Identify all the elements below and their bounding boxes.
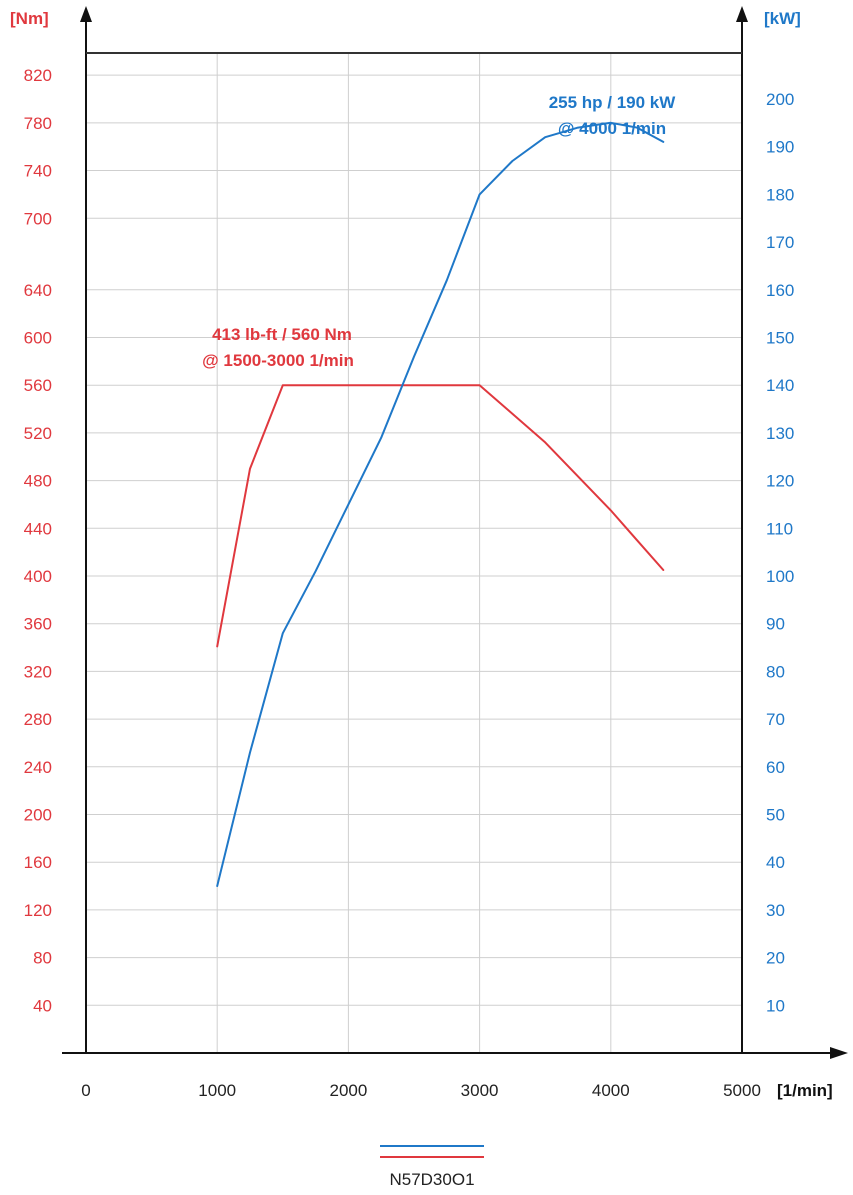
x-axis-arrow-icon [830,1047,848,1059]
right-tick-label: 200 [766,90,794,109]
left-tick-label: 40 [33,996,52,1015]
left-tick-label: 640 [24,281,52,300]
right-tick-label: 180 [766,185,794,204]
right-tick-labels: 10 20 30 40 50 60 70 80 90 100 110 120 130 140 150 160 1… [766,90,794,1015]
left-tick-label: 820 [24,66,52,85]
left-tick-label: 320 [24,662,52,681]
left-tick-label: 560 [24,376,52,395]
left-tick-labels: 40 80 120 160 200 240 280 320 360 400 440 480 520 560… [24,66,52,1015]
right-tick-label: 150 [766,329,794,348]
axes [62,6,848,1059]
left-tick-label: 700 [24,209,52,228]
left-tick-label: 440 [24,519,52,538]
left-tick-label: 80 [33,949,52,968]
x-tick-label: 5000 [723,1081,761,1100]
grid-lines [86,53,742,1053]
right-tick-label: 50 [766,806,785,825]
right-tick-label: 40 [766,853,785,872]
left-axis-arrow-icon [80,6,92,22]
legend: N57D30O1 [380,1145,484,1189]
left-tick-label: 280 [24,710,52,729]
legend-label: N57D30O1 [389,1170,474,1189]
power-annotation-line1: 255 hp / 190 kW [549,93,677,112]
right-tick-label: 130 [766,424,794,443]
power-annotation-line2: @ 4000 1/min [558,119,666,138]
torque-annotation-line1: 413 lb-ft / 560 Nm [212,325,352,344]
left-tick-label: 520 [24,424,52,443]
right-tick-label: 100 [766,567,794,586]
right-tick-label: 110 [766,519,793,538]
x-tick-label: 2000 [329,1081,367,1100]
left-tick-label: 200 [24,806,52,825]
right-tick-label: 190 [766,138,794,157]
x-tick-label: 1000 [198,1081,236,1100]
right-tick-label: 90 [766,615,785,634]
right-tick-label: 160 [766,281,794,300]
left-tick-label: 240 [24,758,52,777]
left-tick-label: 400 [24,567,52,586]
right-tick-label: 30 [766,901,785,920]
torque-annotation-line2: @ 1500-3000 1/min [202,351,354,370]
x-tick-label: 0 [81,1081,90,1100]
left-tick-label: 780 [24,114,52,133]
x-tick-label: 3000 [461,1081,499,1100]
left-tick-label: 480 [24,472,52,491]
left-tick-label: 360 [24,615,52,634]
left-tick-label: 600 [24,329,52,348]
x-axis-unit: [1/min] [777,1081,833,1100]
series-lines [216,121,665,887]
right-tick-label: 20 [766,949,785,968]
right-tick-label: 80 [766,662,785,681]
left-tick-label: 120 [24,901,52,920]
right-tick-label: 170 [766,233,794,252]
right-tick-label: 10 [766,996,785,1015]
power-curve [216,121,665,887]
right-tick-label: 120 [766,472,794,491]
torque-curve [216,384,665,648]
x-tick-label: 4000 [592,1081,630,1100]
left-tick-label: 740 [24,162,52,181]
right-tick-label: 60 [766,758,785,777]
left-axis-unit: [Nm] [10,9,49,28]
right-tick-label: 70 [766,710,785,729]
right-axis-arrow-icon [736,6,748,22]
right-tick-label: 140 [766,376,794,395]
left-tick-label: 160 [24,853,52,872]
x-tick-labels: 0 1000 2000 3000 4000 5000 [81,1081,761,1100]
right-axis-unit: [kW] [764,9,801,28]
